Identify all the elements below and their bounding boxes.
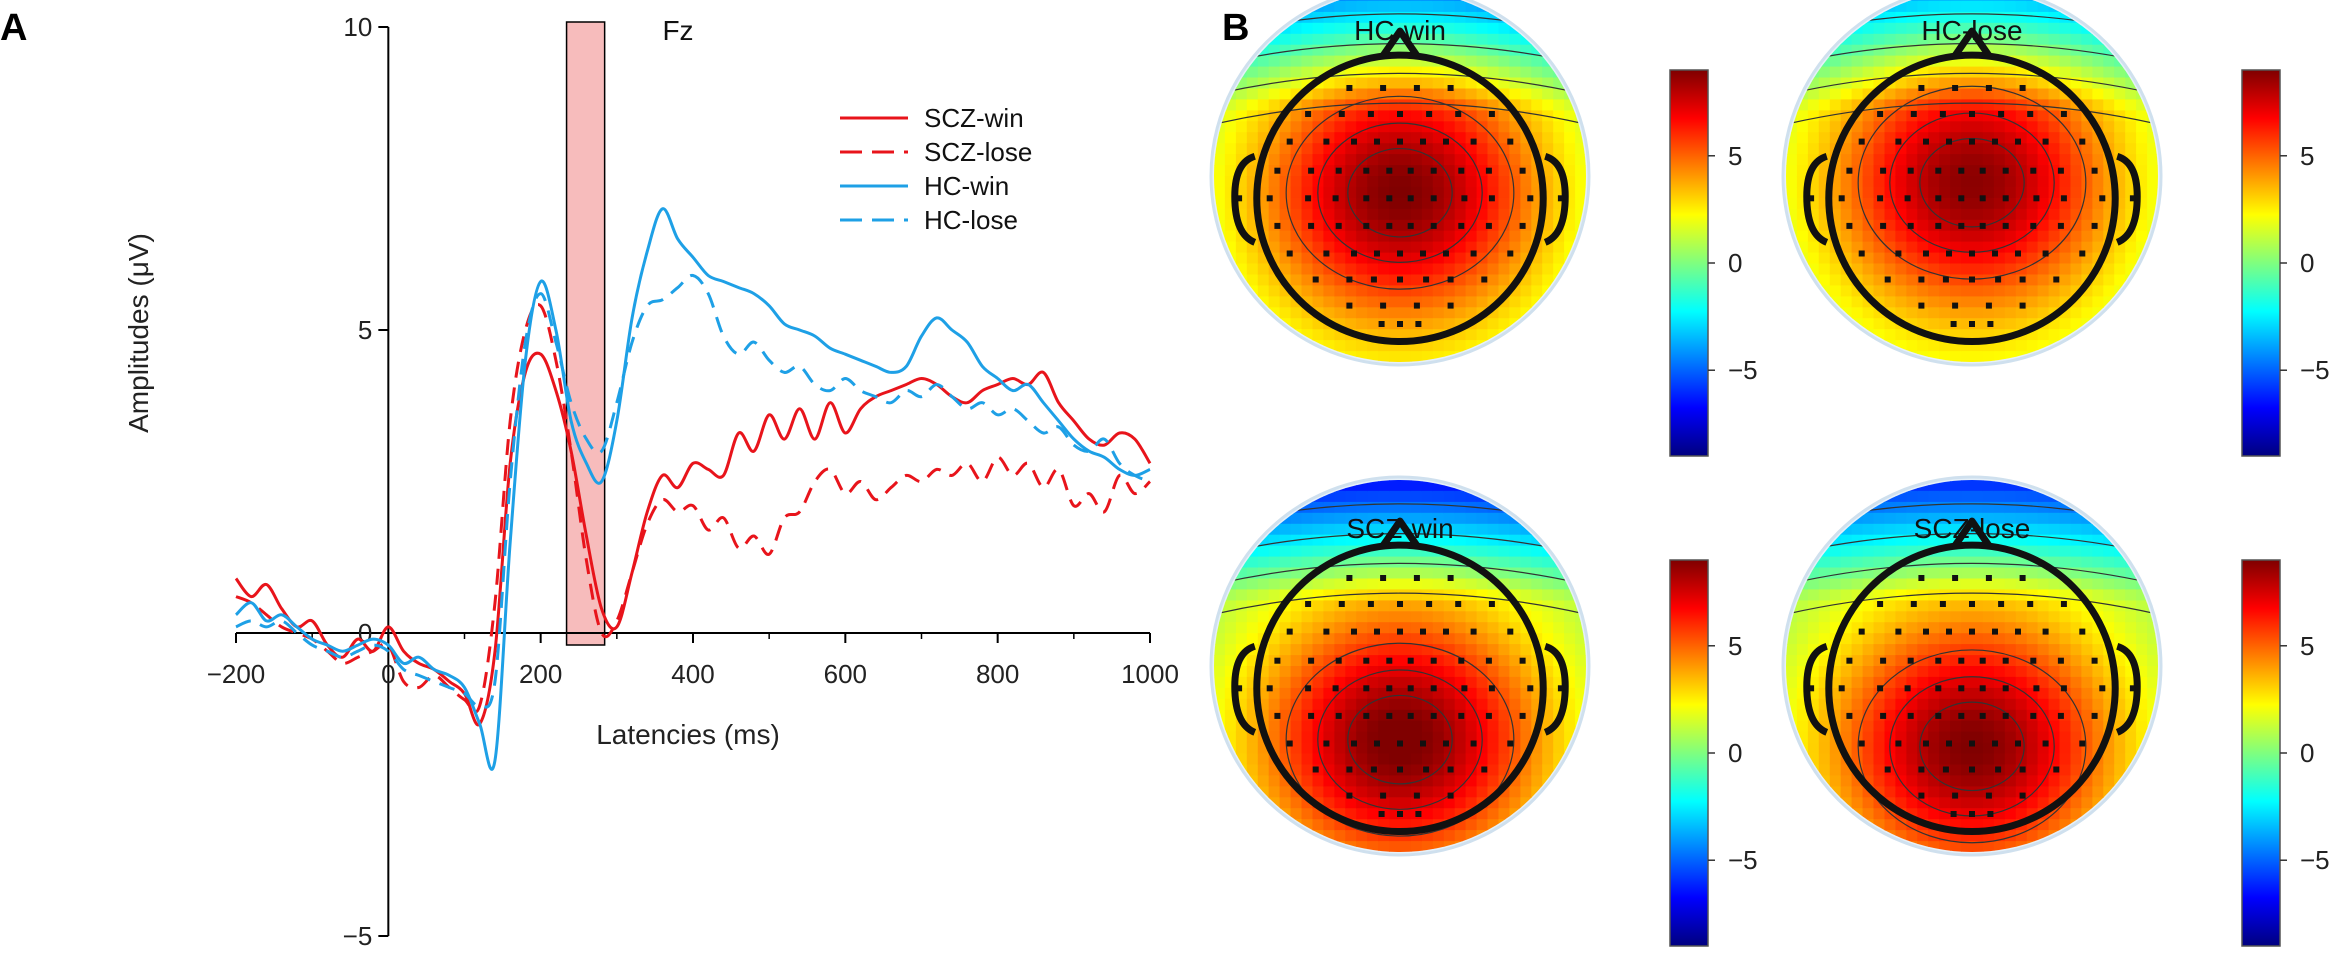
head-outline (1803, 517, 2141, 836)
x-tick-label: −200 (207, 659, 266, 689)
topomap-hc-lose: HC-lose 5 0 −5 (1781, 0, 2330, 457)
panel-letter-a: A (0, 7, 27, 49)
topomap-hc-win: HC-win 5 0 −5 (1209, 0, 1758, 457)
colorbar-tick-label: 5 (1728, 141, 1742, 171)
series-line-hc-win (234, 207, 1151, 771)
x-tick-label: 600 (824, 659, 867, 689)
colorbar-tick-label: 5 (1728, 631, 1742, 661)
legend-entry: SCZ-lose (924, 137, 1032, 167)
series-line-scz-win (234, 351, 1152, 727)
head-outline (1803, 27, 2141, 346)
legend-entry: SCZ-win (924, 103, 1024, 133)
x-tick-label: 200 (519, 659, 562, 689)
topomap-contours (1786, 503, 2158, 844)
x-axis-label: Latencies (ms) (596, 719, 780, 750)
y-tick-label: −5 (343, 921, 373, 951)
colorbar-tick-label: 0 (1728, 738, 1742, 768)
colorbar-tick-label: 0 (2300, 248, 2314, 278)
highlight-window (565, 21, 606, 646)
topomap-title: HC-lose (1921, 15, 2022, 46)
x-tick-label: 0 (381, 659, 395, 689)
series-line-scz-lose (235, 303, 1152, 714)
colorbar-tick-label: 5 (2300, 141, 2314, 171)
electrodes (1808, 575, 2136, 817)
panel-letter-b: B (1222, 7, 1249, 49)
colorbar-tick-label: −5 (1728, 355, 1758, 385)
y-tick-label: 10 (343, 12, 372, 42)
topomap-scz-win: SCZ-win 5 0 −5 (1209, 475, 1758, 947)
head-outline (1231, 517, 1569, 836)
erp-series (234, 207, 1152, 771)
topomap-title: SCZ-lose (1914, 513, 2031, 544)
electrodes (1808, 85, 2136, 327)
x-tick-label: 1000 (1121, 659, 1179, 689)
colorbar-tick-label: 0 (2300, 738, 2314, 768)
colorbar (2241, 559, 2281, 947)
colorbar (1669, 69, 1709, 457)
x-tick-label: 800 (976, 659, 1019, 689)
electrodes (1236, 575, 1564, 817)
y-axis-label: Amplitudes (μV) (123, 233, 154, 433)
colorbar (2241, 69, 2281, 457)
colorbar-tick-label: 0 (1728, 248, 1742, 278)
series-line-hc-lose (235, 273, 1151, 709)
legend-entry: HC-win (924, 171, 1009, 201)
colorbar (1669, 559, 1709, 947)
topomap-contours (1786, 13, 2158, 280)
y-tick-label: 5 (358, 315, 372, 345)
topomap-title: HC-win (1354, 15, 1446, 46)
colorbar-tick-label: −5 (2300, 845, 2330, 875)
legend: SCZ-win SCZ-lose HC-win HC-lose (840, 103, 1032, 235)
topography-maps: HC-win50−5HC-lose50−5SCZ-win50−5SCZ-lose… (1209, 0, 2330, 947)
x-tick-label: 400 (671, 659, 714, 689)
chart-title: Fz (662, 15, 693, 46)
colorbar-tick-label: 5 (2300, 631, 2314, 661)
head-outline (1231, 27, 1569, 346)
colorbar-tick-label: −5 (1728, 845, 1758, 875)
topomap-contours (1214, 13, 1586, 290)
electrodes (1236, 85, 1564, 327)
topomap-scz-lose: SCZ-lose 5 0 −5 (1781, 475, 2330, 947)
legend-entry: HC-lose (924, 205, 1018, 235)
colorbar-tick-label: −5 (2300, 355, 2330, 385)
topomap-title: SCZ-win (1346, 513, 1453, 544)
